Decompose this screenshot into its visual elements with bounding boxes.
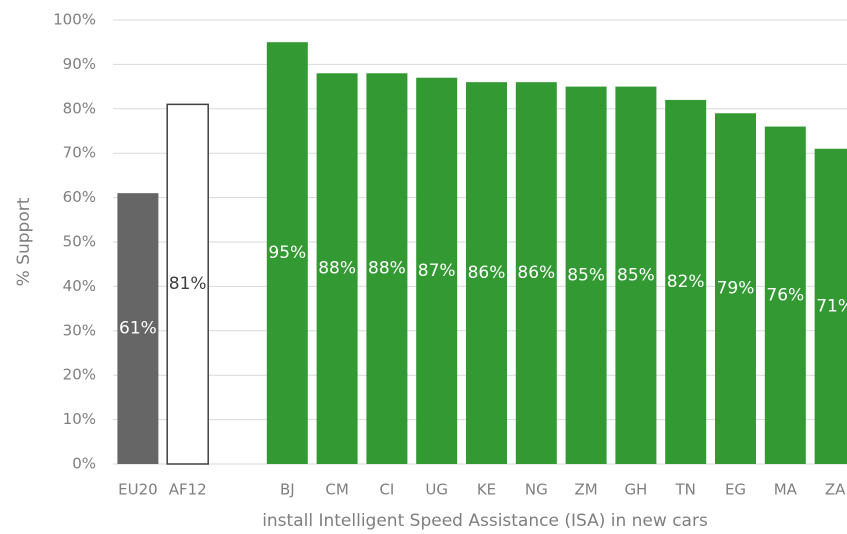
- bar: [316, 73, 358, 464]
- x-tick-label: TN: [675, 481, 696, 499]
- bar: [565, 86, 607, 464]
- bar: [515, 82, 557, 464]
- y-tick-label: 60%: [63, 188, 96, 206]
- y-tick-label: 10%: [63, 410, 96, 428]
- x-tick-label: CM: [325, 481, 348, 499]
- value-label: 85%: [567, 265, 605, 285]
- value-label: 82%: [667, 272, 705, 292]
- x-tick-label: ZA: [825, 481, 846, 499]
- x-tick-label: EU20: [118, 481, 158, 499]
- x-tick-label: ZM: [574, 481, 597, 499]
- x-tick-label: KE: [477, 481, 496, 499]
- value-label: 85%: [617, 265, 655, 285]
- value-label: 86%: [517, 263, 555, 283]
- bar: [615, 86, 657, 464]
- x-tick-label: GH: [624, 481, 647, 499]
- y-axis-label: % Support: [14, 197, 34, 286]
- bar: [166, 103, 209, 465]
- y-tick-label: 90%: [63, 55, 96, 73]
- value-label: 61%: [119, 319, 157, 339]
- value-label: 79%: [717, 279, 755, 299]
- y-tick-label: 20%: [63, 366, 96, 384]
- bar: [665, 99, 707, 465]
- y-tick-label: 70%: [63, 144, 96, 162]
- bar: [814, 148, 847, 464]
- value-label: 88%: [318, 259, 356, 279]
- value-label: 81%: [169, 274, 207, 294]
- y-tick-label: 0%: [72, 455, 96, 473]
- x-tick-label: NG: [525, 481, 548, 499]
- bar: [366, 73, 408, 464]
- bar: [266, 42, 308, 464]
- x-tick-label: CI: [379, 481, 394, 499]
- y-tick-label: 80%: [63, 99, 96, 117]
- value-label: 95%: [268, 243, 306, 263]
- value-label: 86%: [468, 263, 506, 283]
- y-tick-label: 100%: [53, 11, 96, 29]
- x-tick-label: BJ: [280, 481, 295, 499]
- x-tick-label: AF12: [169, 481, 207, 499]
- x-tick-label: MA: [774, 481, 798, 499]
- x-tick-label: EG: [725, 481, 746, 499]
- y-tick-label: 40%: [63, 277, 96, 295]
- bar: [117, 193, 159, 464]
- bar: [466, 82, 507, 464]
- x-tick-label: UG: [425, 481, 448, 499]
- value-label: 76%: [766, 285, 804, 305]
- value-label: 88%: [368, 259, 406, 279]
- value-label: 71%: [816, 296, 847, 316]
- bar: [715, 113, 756, 465]
- y-tick-label: 50%: [63, 233, 96, 251]
- x-axis-label: install Intelligent Speed Assistance (IS…: [262, 511, 708, 531]
- bar: [416, 77, 458, 464]
- bar: [764, 126, 806, 464]
- y-tick-label: 30%: [63, 321, 96, 339]
- value-label: 87%: [418, 261, 456, 281]
